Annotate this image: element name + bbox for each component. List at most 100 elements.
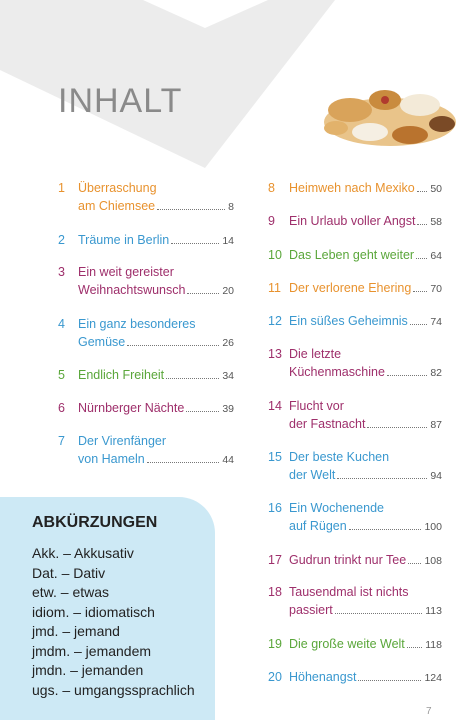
entry-number: 8 bbox=[268, 181, 275, 195]
entry-number: 9 bbox=[268, 214, 275, 228]
dot-leader bbox=[406, 646, 423, 648]
entry-page: 108 bbox=[424, 555, 442, 567]
dot-leader bbox=[337, 477, 428, 479]
entry-number: 17 bbox=[268, 553, 282, 567]
entry-title: der Welt bbox=[289, 468, 336, 482]
page-number: 7 bbox=[426, 706, 432, 717]
entry-page: 20 bbox=[222, 285, 234, 297]
entry-line: Gemüse 26 bbox=[78, 334, 234, 351]
dot-leader bbox=[166, 377, 220, 379]
entry-title: Endlich Freiheit bbox=[78, 368, 165, 382]
entry-title: Überraschung bbox=[78, 181, 157, 195]
entry-line: Heimweh nach Mexiko 50 bbox=[289, 180, 442, 197]
entry-title: Höhenangst bbox=[289, 670, 357, 684]
entry-page: 124 bbox=[424, 672, 442, 684]
entry-number: 2 bbox=[58, 233, 65, 247]
dot-leader bbox=[127, 344, 220, 346]
entry-line: Der verlorene Ehering 70 bbox=[289, 280, 442, 297]
dot-leader bbox=[386, 374, 428, 376]
dot-leader bbox=[409, 323, 428, 325]
entry-page: 118 bbox=[425, 639, 442, 651]
entry-line: Die letzte bbox=[289, 346, 442, 363]
entry-title: Ein süßes Geheimnis bbox=[289, 314, 408, 328]
entry-number: 15 bbox=[268, 450, 282, 464]
dot-leader bbox=[413, 290, 428, 292]
entry-title: Ein weit gereister bbox=[78, 265, 174, 279]
abbreviations-title: ABKÜRZUNGEN bbox=[32, 514, 158, 531]
entry-line: von Hameln 44 bbox=[78, 451, 234, 468]
entry-page: 64 bbox=[430, 250, 442, 262]
abbreviation-item: ugs. – umgangssprachlich bbox=[32, 681, 195, 698]
entry-title: Weihnachtswunsch bbox=[78, 283, 186, 297]
entry-number: 3 bbox=[58, 265, 65, 279]
entry-title: der Fastnacht bbox=[289, 417, 366, 431]
entry-page: 94 bbox=[430, 470, 442, 482]
entry-page: 44 bbox=[222, 454, 234, 466]
entry-number: 4 bbox=[58, 317, 65, 331]
dot-leader bbox=[358, 679, 422, 681]
entry-page: 70 bbox=[430, 283, 442, 295]
entry-line: der Welt 94 bbox=[289, 467, 442, 484]
entry-title: Ein ganz besonderes bbox=[78, 317, 196, 331]
entry-title: Nürnberger Nächte bbox=[78, 401, 185, 415]
entry-line: Höhenangst 124 bbox=[289, 669, 442, 686]
entry-title: Küchenmaschine bbox=[289, 365, 385, 379]
entry-line: Der Virenfänger bbox=[78, 433, 234, 450]
entry-title: Die letzte bbox=[289, 347, 342, 361]
entry-line: Gudrun trinkt nur Tee 108 bbox=[289, 552, 442, 569]
entry-number: 16 bbox=[268, 501, 282, 515]
entry-line: Flucht vor bbox=[289, 398, 442, 415]
entry-title: am Chiemsee bbox=[78, 199, 156, 213]
entry-line: Ein süßes Geheimnis 74 bbox=[289, 313, 442, 330]
dot-leader bbox=[187, 292, 220, 294]
abbreviation-item: jmdm. – jemandem bbox=[32, 642, 152, 659]
entry-number: 11 bbox=[268, 281, 281, 295]
entry-page: 14 bbox=[222, 235, 234, 247]
entry-line: Ein weit gereister bbox=[78, 264, 234, 281]
entry-number: 14 bbox=[268, 399, 282, 413]
entry-line: auf Rügen 100 bbox=[289, 518, 442, 535]
entry-line: Küchenmaschine 82 bbox=[289, 364, 442, 381]
dot-leader bbox=[416, 190, 428, 192]
entry-number: 19 bbox=[268, 637, 282, 651]
entry-page: 58 bbox=[430, 216, 442, 228]
entry-title: Ein Wochenende bbox=[289, 501, 384, 515]
entry-title: Gemüse bbox=[78, 335, 126, 349]
abbreviation-item: Dat. – Dativ bbox=[32, 564, 106, 581]
entry-page: 74 bbox=[430, 316, 442, 328]
entry-page: 100 bbox=[424, 521, 442, 533]
chevron bbox=[0, 0, 335, 168]
entry-number: 20 bbox=[268, 670, 282, 684]
dot-leader bbox=[334, 612, 423, 614]
entry-number: 10 bbox=[268, 248, 282, 262]
entry-line: Der beste Kuchen bbox=[289, 449, 442, 466]
page-title: INHALT bbox=[58, 82, 183, 120]
entry-title: von Hameln bbox=[78, 452, 145, 466]
entry-title: Der verlorene Ehering bbox=[289, 281, 412, 295]
entry-line: Überraschung bbox=[78, 180, 234, 197]
entry-line: Die große weite Welt 118 bbox=[289, 636, 442, 653]
dot-leader bbox=[157, 208, 226, 210]
entry-number: 6 bbox=[58, 401, 65, 415]
entry-page: 26 bbox=[222, 337, 234, 349]
entry-title: passiert bbox=[289, 603, 333, 617]
dot-leader bbox=[171, 242, 220, 244]
dot-leader bbox=[416, 257, 428, 259]
entry-page: 82 bbox=[430, 367, 442, 379]
entry-line: Das Leben geht weiter 64 bbox=[289, 247, 442, 264]
entry-line: Nürnberger Nächte 39 bbox=[78, 400, 234, 417]
entry-title: Der beste Kuchen bbox=[289, 450, 390, 464]
abbreviation-item: etw. – etwas bbox=[32, 584, 110, 600]
entry-page: 50 bbox=[430, 183, 442, 195]
entry-number: 1 bbox=[58, 181, 65, 195]
dot-leader bbox=[408, 562, 422, 564]
dot-leader bbox=[348, 528, 422, 530]
abbreviation-item: jmd. – jemand bbox=[32, 623, 120, 639]
entry-title: Träume in Berlin bbox=[78, 233, 170, 247]
entry-title: Gudrun trinkt nur Tee bbox=[289, 553, 407, 567]
entry-page: 34 bbox=[222, 370, 234, 382]
entry-line: Träume in Berlin 14 bbox=[78, 232, 234, 249]
entry-title: Die große weite Welt bbox=[289, 637, 405, 651]
